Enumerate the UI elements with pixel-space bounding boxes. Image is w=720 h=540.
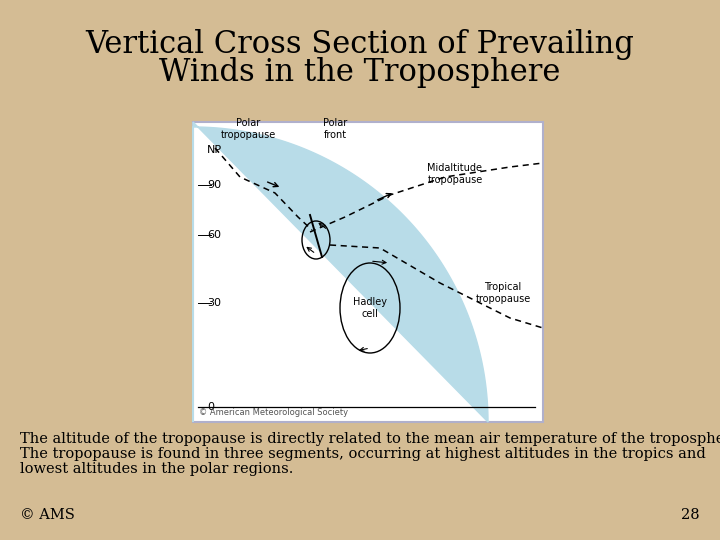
Text: Winds in the Troposphere: Winds in the Troposphere [159, 57, 561, 87]
Text: 90: 90 [207, 180, 221, 190]
Text: Polar
front: Polar front [323, 118, 347, 140]
Text: The tropopause is found in three segments, occurring at highest altitudes in the: The tropopause is found in three segment… [20, 447, 706, 461]
Text: NP: NP [207, 145, 222, 155]
Text: 0: 0 [207, 402, 214, 412]
Text: © AMS: © AMS [20, 508, 75, 522]
Text: lowest altitudes in the polar regions.: lowest altitudes in the polar regions. [20, 462, 293, 476]
Text: Tropical
tropopause: Tropical tropopause [475, 282, 531, 304]
Text: © American Meteorological Society: © American Meteorological Society [199, 408, 348, 417]
Text: 60: 60 [207, 230, 221, 240]
Bar [193, 122, 543, 422]
Text: Vertical Cross Section of Prevailing: Vertical Cross Section of Prevailing [86, 29, 634, 59]
Text: Midaltitude
tropopause: Midaltitude tropopause [428, 164, 482, 185]
Text: 30: 30 [207, 298, 221, 308]
Text: Polar
tropopause: Polar tropopause [220, 118, 276, 140]
Text: Hadley
cell: Hadley cell [353, 297, 387, 319]
Polygon shape [193, 122, 488, 422]
Text: 28: 28 [681, 508, 700, 522]
Text: The altitude of the tropopause is directly related to the mean air temperature o: The altitude of the tropopause is direct… [20, 432, 720, 446]
